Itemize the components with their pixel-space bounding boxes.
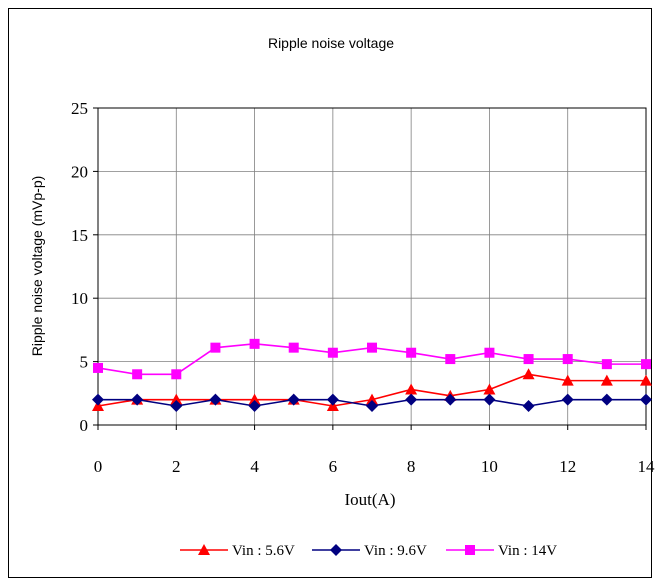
data-point	[483, 393, 496, 406]
data-point	[209, 393, 222, 406]
data-point	[248, 399, 261, 412]
data-point	[640, 393, 652, 406]
y-tick-label: 25	[71, 99, 88, 118]
series-triangle	[92, 368, 652, 411]
data-point	[249, 338, 260, 349]
x-tick-label: 4	[250, 457, 259, 476]
x-tick-label: 14	[638, 457, 656, 476]
data-point	[405, 383, 418, 395]
y-axis-title: Ripple noise voltage (mVp-p)	[29, 176, 45, 357]
data-point	[483, 383, 496, 395]
data-point	[444, 393, 457, 406]
y-tick-label: 10	[71, 289, 88, 308]
data-point	[327, 347, 338, 358]
data-point	[561, 374, 574, 386]
data-point	[600, 393, 613, 406]
x-tick-label: 10	[481, 457, 498, 476]
data-point	[601, 359, 612, 370]
y-tick-label: 5	[80, 353, 89, 372]
legend-marker	[330, 544, 342, 556]
legend-label: Vin : 14V	[498, 543, 557, 559]
plot-area	[97, 107, 647, 426]
x-tick-label: 8	[407, 457, 416, 476]
x-tick-label: 12	[559, 457, 576, 476]
data-point	[131, 393, 144, 406]
y-tick-label: 20	[71, 162, 88, 181]
y-tick-label: 15	[71, 226, 88, 245]
data-point	[170, 399, 183, 412]
data-point	[600, 374, 613, 386]
y-tick-label: 0	[80, 416, 89, 435]
data-point	[523, 354, 534, 365]
data-point	[326, 393, 339, 406]
data-point	[640, 374, 652, 386]
data-point	[366, 393, 378, 405]
x-axis-ticks: 0 2 4 6 8 10 12 14	[94, 425, 655, 476]
x-axis-title: Iout(A)	[345, 490, 396, 509]
data-point	[522, 399, 535, 412]
data-point	[406, 347, 417, 358]
data-point	[641, 359, 651, 370]
legend-label: Vin : 9.6V	[364, 543, 427, 559]
legend: Vin : 5.6V Vin : 9.6V Vin : 14V	[180, 543, 557, 559]
data-point	[366, 399, 378, 412]
data-point	[132, 369, 143, 380]
series-diamond	[92, 393, 652, 412]
data-point	[288, 342, 299, 353]
data-point	[287, 393, 300, 406]
x-tick-label: 2	[172, 457, 181, 476]
y-axis-ticks: 0 5 10 15 20 25	[71, 99, 98, 435]
data-point	[522, 368, 535, 380]
data-point	[92, 393, 104, 406]
x-tick-label: 0	[94, 457, 103, 476]
data-point	[561, 393, 574, 406]
data-point	[405, 393, 418, 406]
data-point	[562, 354, 573, 365]
data-point	[210, 342, 221, 353]
data-point	[484, 347, 495, 358]
data-point	[248, 393, 261, 405]
legend-marker	[198, 544, 210, 555]
chart-title: Ripple noise voltage	[268, 35, 394, 51]
data-point	[445, 354, 456, 365]
chart-frame	[8, 8, 652, 578]
legend-marker	[465, 545, 475, 555]
data-point	[93, 362, 103, 373]
data-point	[170, 393, 183, 405]
x-tick-label: 6	[329, 457, 338, 476]
legend-label: Vin : 5.6V	[232, 543, 295, 559]
series-square	[93, 338, 651, 380]
series-group	[92, 338, 652, 412]
data-point	[367, 342, 377, 353]
data-point	[171, 369, 182, 380]
